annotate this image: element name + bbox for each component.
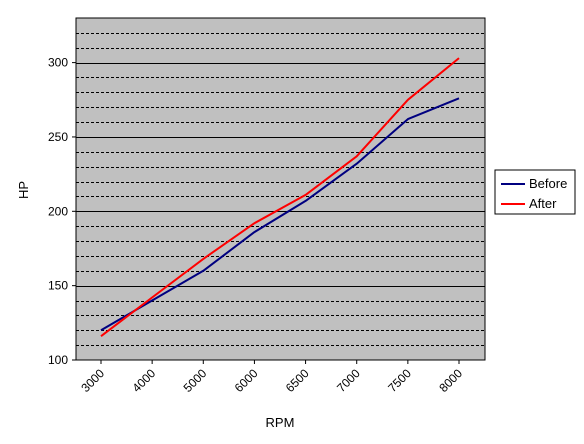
y-tick-label: 250 xyxy=(48,130,68,144)
y-tick-label: 150 xyxy=(48,279,68,293)
x-axis-ticks: 3000 4000 5000 6000 6500 7000 7500 8000 xyxy=(78,360,465,395)
legend-label-before: Before xyxy=(529,176,567,191)
x-tick-label: 7000 xyxy=(334,366,363,395)
y-axis-title: HP xyxy=(16,181,31,199)
x-tick-label: 6500 xyxy=(283,366,312,395)
series-line-after xyxy=(100,57,460,337)
x-tick-label: 4000 xyxy=(129,366,158,395)
x-axis-title: RPM xyxy=(266,415,295,430)
x-tick-label: 5000 xyxy=(181,366,210,395)
grid-lines xyxy=(76,33,485,346)
series-layer xyxy=(100,57,460,337)
y-axis-ticks: 100 150 200 250 300 xyxy=(48,56,76,367)
x-tick-label: 7500 xyxy=(385,366,414,395)
y-tick-label: 100 xyxy=(48,353,68,367)
series-line-before xyxy=(100,97,460,332)
legend-box xyxy=(494,169,576,215)
x-tick-label: 3000 xyxy=(78,366,107,395)
legend: Before After xyxy=(494,169,576,215)
x-tick-label: 8000 xyxy=(436,366,465,395)
x-tick-label: 6000 xyxy=(232,366,261,395)
y-tick-label: 300 xyxy=(48,56,68,70)
y-tick-label: 200 xyxy=(48,204,68,218)
legend-label-after: After xyxy=(529,196,557,211)
